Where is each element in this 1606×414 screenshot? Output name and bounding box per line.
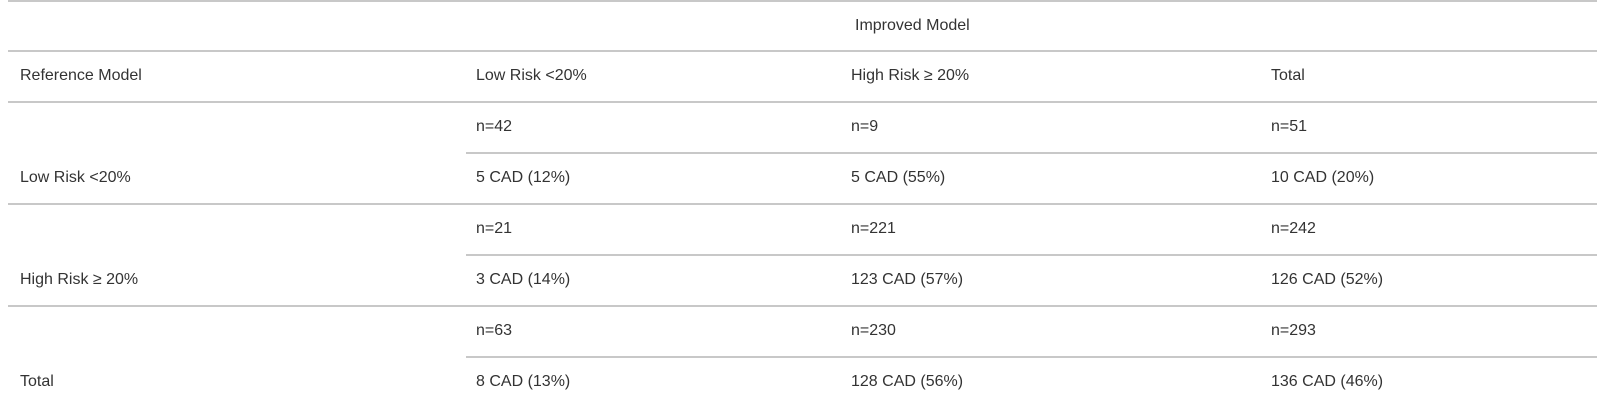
row-label: High Risk ≥ 20% (20, 271, 139, 288)
cad-cell: 126 CAD (52%) (1271, 271, 1384, 288)
column-header: Reference Model (20, 67, 142, 84)
cad-cell: 136 CAD (46%) (1271, 373, 1384, 390)
count-cell: n=293 (1271, 322, 1316, 339)
row-rule (8, 50, 1597, 52)
column-header: Total (1271, 67, 1305, 84)
row-rule (8, 101, 1597, 103)
count-cell: n=242 (1271, 220, 1316, 237)
row-rule (466, 152, 1597, 154)
column-header: High Risk ≥ 20% (851, 67, 970, 84)
cad-cell: 3 CAD (14%) (476, 271, 571, 288)
count-cell: n=221 (851, 220, 896, 237)
cad-cell: 128 CAD (56%) (851, 373, 964, 390)
row-rule (466, 356, 1597, 358)
column-header: Low Risk <20% (476, 67, 587, 84)
cad-cell: 123 CAD (57%) (851, 271, 964, 288)
cad-cell: 10 CAD (20%) (1271, 169, 1375, 186)
group-header: Improved Model (855, 17, 970, 34)
count-cell: n=21 (476, 220, 513, 237)
count-cell: n=230 (851, 322, 896, 339)
row-rule (466, 254, 1597, 256)
cad-cell: 8 CAD (13%) (476, 373, 571, 390)
cad-cell: 5 CAD (12%) (476, 169, 571, 186)
row-label: Low Risk <20% (20, 169, 131, 186)
count-cell: n=9 (851, 118, 879, 135)
cad-cell: 5 CAD (55%) (851, 169, 946, 186)
count-cell: n=51 (1271, 118, 1308, 135)
row-rule (8, 0, 1597, 2)
count-cell: n=63 (476, 322, 513, 339)
row-label: Total (20, 373, 54, 390)
row-rule (8, 203, 1597, 205)
count-cell: n=42 (476, 118, 513, 135)
row-rule (8, 305, 1597, 307)
